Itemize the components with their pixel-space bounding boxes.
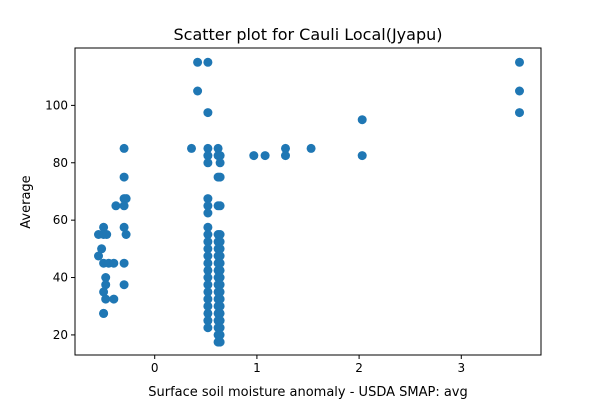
- data-point-93: [260, 151, 270, 161]
- data-point-32: [203, 151, 213, 161]
- data-point-25: [119, 280, 129, 290]
- x-axis-ticks: 0 1 2 3: [151, 355, 465, 375]
- data-point-41: [203, 251, 213, 261]
- data-point-43: [203, 265, 213, 275]
- data-point-13: [109, 294, 119, 304]
- data-point-1: [94, 251, 103, 261]
- data-point-35: [203, 201, 213, 211]
- data-point-86: [215, 301, 225, 311]
- data-point-87: [215, 308, 225, 318]
- data-point-18: [119, 172, 129, 182]
- data-point-78: [215, 244, 225, 254]
- data-point-29: [203, 57, 213, 67]
- data-point-44: [203, 273, 213, 282]
- data-point-80: [215, 258, 225, 268]
- x-axis-label: Surface soil moisture anomaly - USDA SMA…: [148, 385, 468, 400]
- data-point-95: [281, 151, 290, 161]
- data-point-10: [101, 280, 111, 290]
- data-point-28: [193, 86, 203, 96]
- data-point-27: [193, 57, 203, 67]
- data-point-100: [515, 86, 524, 96]
- y-tick-label-3: 80: [53, 156, 68, 170]
- data-point-83: [215, 280, 225, 290]
- data-point-30: [203, 108, 213, 118]
- data-point-99: [515, 57, 524, 67]
- data-point-34: [203, 194, 213, 204]
- x-tick-label-3: 3: [457, 361, 465, 375]
- data-point-38: [203, 230, 213, 239]
- data-point-9: [101, 273, 111, 282]
- data-point-3: [99, 222, 109, 232]
- data-point-40: [203, 244, 213, 254]
- data-point-17: [119, 143, 129, 153]
- data-point-73: [215, 158, 225, 168]
- data-point-20: [121, 194, 131, 204]
- data-point-15: [99, 308, 109, 318]
- data-point-47: [203, 294, 213, 304]
- data-point-39: [203, 237, 213, 247]
- data-point-82: [215, 273, 225, 282]
- y-tick-label-1: 40: [53, 271, 68, 285]
- data-point-5: [102, 230, 112, 239]
- chart-title: Scatter plot for Cauli Local(Jyapu): [174, 25, 443, 44]
- x-tick-label-1: 1: [253, 361, 261, 375]
- data-point-42: [203, 258, 213, 268]
- data-point-24: [119, 258, 129, 268]
- data-point-88: [215, 316, 225, 326]
- data-point-11: [99, 287, 109, 297]
- data-point-45: [203, 280, 213, 290]
- data-point-91: [215, 337, 225, 347]
- data-point-23: [121, 230, 131, 239]
- data-point-37: [203, 222, 213, 232]
- x-tick-label-0: 0: [151, 361, 159, 375]
- x-tick-label-2: 2: [355, 361, 363, 375]
- data-point-75: [215, 201, 225, 211]
- plot-frame: [74, 47, 542, 356]
- data-point-94: [281, 143, 290, 153]
- data-point-77: [215, 237, 225, 247]
- data-point-49: [203, 308, 213, 318]
- y-tick-label-0: 20: [53, 328, 68, 342]
- y-axis-label: Average: [19, 175, 34, 228]
- data-point-46: [203, 287, 213, 297]
- data-point-81: [215, 265, 225, 275]
- data-point-8: [109, 258, 119, 268]
- data-point-16: [111, 201, 121, 211]
- data-point-31: [203, 143, 213, 153]
- data-point-79: [215, 251, 225, 261]
- data-point-33: [203, 158, 213, 168]
- data-point-101: [515, 108, 524, 118]
- data-point-85: [215, 294, 225, 304]
- data-point-97: [357, 115, 367, 125]
- data-point-74: [215, 172, 225, 182]
- data-point-89: [215, 323, 225, 333]
- data-point-50: [203, 316, 213, 326]
- data-point-84: [215, 287, 225, 297]
- data-point-2: [97, 244, 107, 254]
- data-point-12: [101, 294, 111, 304]
- data-point-36: [203, 208, 213, 218]
- points-layer: [94, 57, 524, 347]
- data-point-96: [306, 143, 316, 153]
- data-point-21: [119, 201, 129, 211]
- data-point-90: [215, 330, 225, 340]
- data-point-48: [203, 301, 213, 311]
- y-tick-label-2: 60: [53, 213, 68, 227]
- data-point-22: [119, 222, 129, 232]
- data-point-52: [213, 143, 223, 153]
- y-axis-ticks: 20 40 60 80 100: [45, 98, 75, 342]
- data-point-72: [215, 151, 225, 161]
- data-point-76: [215, 230, 225, 239]
- y-tick-label-4: 100: [45, 98, 68, 112]
- data-point-92: [249, 151, 259, 161]
- data-point-26: [187, 143, 196, 153]
- data-point-98: [357, 151, 367, 161]
- data-point-51: [203, 323, 213, 333]
